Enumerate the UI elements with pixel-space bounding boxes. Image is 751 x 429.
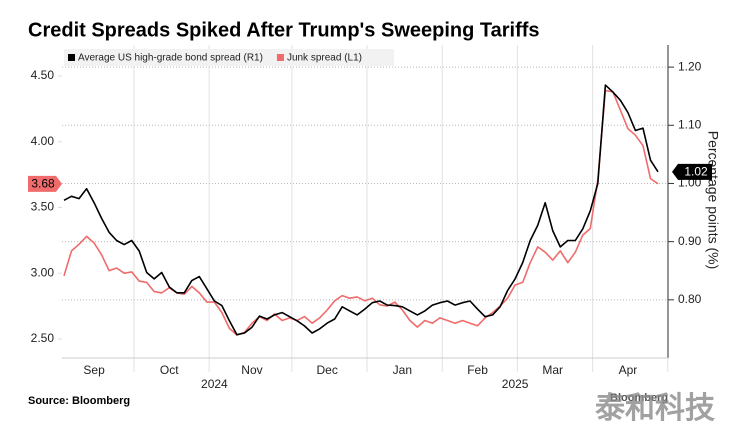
legend-label: Average US high-grade bond spread (R1): [78, 53, 263, 64]
y-tick-label: 4.00: [31, 134, 55, 148]
y2-tick-label: 0.90: [678, 234, 702, 248]
x-tick-label: Apr: [619, 363, 638, 377]
x-tick-label: Oct: [160, 363, 179, 377]
series-line: [63, 84, 659, 336]
y2-tick-label: 0.80: [678, 292, 702, 306]
watermark: 泰和科技: [595, 392, 715, 425]
x-tick-label: Jan: [393, 363, 412, 377]
y-tick-label: 3.50: [31, 200, 55, 214]
year-label: 2024: [201, 377, 228, 391]
y-tick-label: 4.50: [31, 68, 55, 82]
x-tick-label: Feb: [467, 363, 488, 377]
end-label-box: [28, 175, 62, 192]
y2-tick-label: 1.10: [678, 117, 702, 131]
y2-tick-label: 1.20: [678, 59, 702, 73]
watermark: Bloomberg: [610, 392, 668, 404]
chart-title: Credit Spreads Spiked After Trump's Swee…: [28, 19, 540, 41]
y2-axis-label: Percentage points (%): [705, 131, 721, 270]
end-label: 3.68: [31, 176, 55, 190]
legend-swatch: [68, 54, 75, 61]
legend-label: Junk spread (L1): [287, 53, 362, 64]
x-tick-label: Nov: [241, 363, 262, 377]
y-tick-label: 3.00: [31, 265, 55, 279]
series-line: [63, 89, 659, 336]
end-label: 1.02: [684, 165, 708, 179]
end-label-box: [672, 163, 712, 180]
legend-swatch: [276, 54, 284, 61]
legend-box: [64, 49, 394, 66]
x-tick-label: Mar: [542, 363, 563, 377]
x-tick-label: Sep: [83, 363, 105, 377]
y-tick-label: 2.50: [31, 331, 55, 345]
source: Source: Bloomberg: [28, 395, 130, 407]
year-label: 2025: [502, 377, 529, 391]
x-tick-label: Dec: [316, 363, 337, 377]
legend: Average US high-grade bond spread (R1) Ju…: [64, 49, 394, 66]
